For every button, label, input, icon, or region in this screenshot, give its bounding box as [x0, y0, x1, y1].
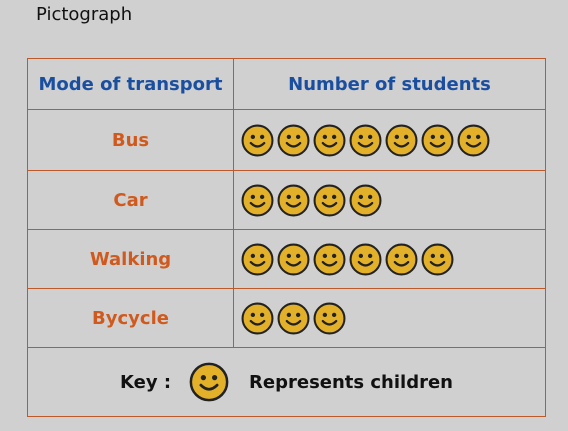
- row-divider: [28, 347, 545, 348]
- key-text: Represents children: [249, 371, 453, 393]
- smiley-face-icon: [313, 302, 346, 334]
- icon-row-bus: [241, 110, 493, 170]
- pictograph-table: Mode of transport Number of students Bus…: [27, 58, 546, 417]
- smiley-face-icon: [189, 362, 229, 402]
- smiley-face-icon: [277, 124, 310, 156]
- key-label: Key :: [119, 371, 172, 393]
- row-divider: [28, 288, 545, 289]
- smiley-face-icon: [241, 243, 274, 275]
- category-label-walking: Walking: [89, 248, 172, 270]
- smiley-face-icon: [241, 302, 274, 334]
- smiley-face-icon: [349, 243, 382, 275]
- row-divider: [28, 229, 545, 230]
- row-divider: [28, 170, 545, 171]
- icon-row-walking: [241, 230, 457, 288]
- smiley-face-icon: [385, 124, 418, 156]
- smiley-face-icon: [385, 243, 418, 275]
- smiley-face-icon: [349, 184, 382, 216]
- header-mode-of-transport: Mode of transport: [38, 73, 223, 95]
- smiley-face-icon: [421, 243, 454, 275]
- smiley-face-icon: [313, 243, 346, 275]
- smiley-face-icon: [277, 243, 310, 275]
- smiley-face-icon: [421, 124, 454, 156]
- category-label-bus: Bus: [111, 129, 150, 151]
- smiley-face-icon: [189, 362, 229, 402]
- smiley-face-icon: [241, 124, 274, 156]
- category-label-bycycle: Bycycle: [92, 307, 169, 329]
- icon-row-bycycle: [241, 289, 349, 347]
- icon-row-car: [241, 171, 385, 229]
- key-row: Key : Represents children: [28, 348, 545, 416]
- row-divider: [28, 109, 545, 110]
- category-label-car: Car: [113, 189, 148, 211]
- header-number-of-students: Number of students: [288, 73, 491, 95]
- smiley-face-icon: [313, 184, 346, 216]
- smiley-face-icon: [277, 184, 310, 216]
- smiley-face-icon: [277, 302, 310, 334]
- smiley-face-icon: [349, 124, 382, 156]
- smiley-face-icon: [241, 184, 274, 216]
- chart-title: Pictograph: [36, 4, 133, 25]
- smiley-face-icon: [457, 124, 490, 156]
- smiley-face-icon: [313, 124, 346, 156]
- column-divider: [233, 59, 234, 347]
